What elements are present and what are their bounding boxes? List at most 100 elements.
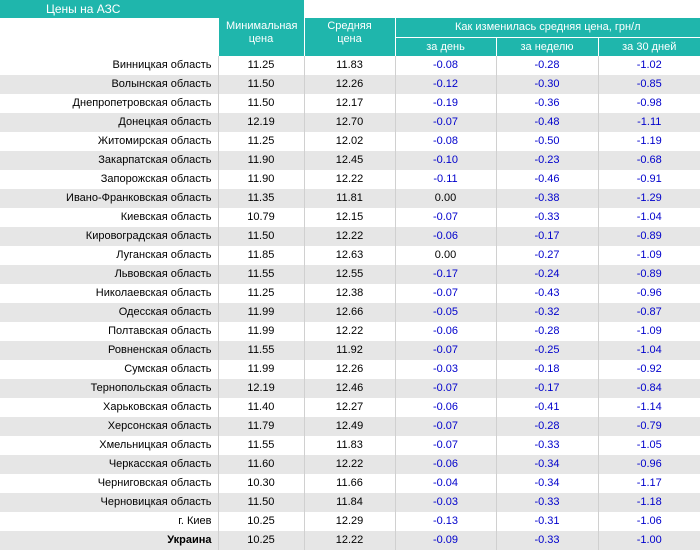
min-price-cell: 11.85	[217, 246, 305, 265]
avg-price-cell: 11.83	[303, 436, 396, 455]
region-cell: Хмельницкая область	[99, 439, 212, 451]
region-cell: Волынская область	[0, 75, 218, 94]
week-change-cell: -0.33	[495, 436, 599, 455]
month-change-cell: -1.11	[597, 113, 700, 132]
month-change-cell: -0.84	[597, 379, 700, 398]
month-change-cell: -1.09	[597, 322, 700, 341]
week-change-cell: -0.34	[495, 474, 599, 493]
day-change-cell: -0.09	[394, 531, 497, 550]
month-change-cell: -0.89	[597, 227, 700, 246]
min-price-cell: 10.25	[217, 512, 305, 531]
min-price-cell: 12.19	[217, 379, 305, 398]
min-price-cell: 10.25	[217, 531, 305, 550]
week-change-cell: -0.50	[495, 132, 599, 151]
region-cell: Львовская область	[0, 265, 218, 284]
month-change-cell: -1.19	[597, 132, 700, 151]
day-change-cell: -0.07	[394, 341, 497, 360]
week-change-cell: -0.24	[495, 265, 599, 284]
total-row: Украина 10.25 12.22 -0.09 -0.33 -1.00	[0, 531, 700, 550]
avg-price-cell: 11.83	[303, 56, 396, 75]
avg-price-cell: 12.29	[303, 512, 396, 531]
month-change-cell: -0.96	[597, 455, 700, 474]
min-price-cell: 11.50	[217, 94, 305, 113]
table-row: Львовская область 11.55 12.55 -0.17 -0.24 -0.…	[0, 265, 700, 284]
min-price-cell: 11.50	[217, 75, 305, 94]
month-change-cell: -0.85	[597, 75, 700, 94]
day-change-cell: -0.03	[394, 493, 497, 512]
table-row: г. Киев 10.25 12.29 -0.13 -0.31 -1.06	[0, 512, 700, 531]
region-cell: Харьковская область	[103, 401, 212, 413]
table-row: Днепропетровская область 11.50 12.17 -0.19-…	[0, 94, 700, 113]
min-price-cell: 11.25	[217, 132, 305, 151]
day-change-cell: -0.06	[394, 322, 497, 341]
day-change-cell: -0.08	[394, 132, 497, 151]
day-change-cell: -0.12	[394, 75, 497, 94]
day-change-cell: -0.07	[394, 436, 497, 455]
day-change-cell: -0.07	[394, 113, 497, 132]
region-cell: Запорожская область	[100, 173, 212, 185]
week-change-cell: -0.36	[495, 94, 599, 113]
avg-price-cell: 12.22	[303, 170, 396, 189]
min-price-cell: 11.40	[217, 398, 305, 417]
day-change-cell: -0.06	[394, 398, 497, 417]
day-change-cell: -0.04	[394, 474, 497, 493]
month-change-cell: -1.02	[597, 56, 700, 75]
avg-price-cell: 12.70	[303, 113, 396, 132]
week-change-cell: -0.23	[495, 151, 599, 170]
min-price-cell: 11.55	[217, 436, 305, 455]
month-change-cell: -0.79	[597, 417, 700, 436]
region-cell: Николаевская область	[95, 287, 212, 299]
day-change-cell: -0.08	[394, 56, 497, 75]
avg-price-cell: 12.22	[303, 455, 396, 474]
region-cell: Житомирская область	[97, 135, 212, 147]
week-change-cell: -0.33	[495, 493, 599, 512]
avg-price-header: Средняя цена	[303, 18, 396, 56]
table-row: Полтавская область 11.99 12.22 -0.06 -0.28 -1…	[0, 322, 700, 341]
region-cell: Тернопольская область	[0, 379, 218, 398]
day-change-cell: -0.05	[394, 303, 497, 322]
week-change-cell: -0.33	[495, 208, 599, 227]
per-week-header: за неделю	[495, 37, 599, 56]
min-price-cell: 11.99	[217, 303, 305, 322]
table-row: Черниговская область 10.30 11.66 -0.04 -0.34…	[0, 474, 700, 493]
region-cell: Ровненская область	[0, 341, 218, 360]
min-price-cell: 11.79	[217, 417, 305, 436]
region-cell: Киевская область	[120, 211, 212, 223]
day-change-cell: -0.03	[394, 360, 497, 379]
avg-price-cell: 12.22	[303, 227, 396, 246]
week-change-cell: -0.28	[495, 417, 599, 436]
month-change-cell: -1.18	[597, 493, 700, 512]
day-change-cell: 0.00	[394, 189, 497, 208]
table-row: Кировоградская область 11.50 12.22 -0.06 -0.…	[0, 227, 700, 246]
per-day-header: за день	[394, 37, 497, 56]
min-price-cell: 11.90	[217, 170, 305, 189]
region-cell: г. Киев	[178, 515, 212, 527]
day-change-cell: -0.11	[394, 170, 497, 189]
month-change-cell: -1.00	[597, 531, 700, 550]
week-change-cell: -0.17	[495, 227, 599, 246]
day-change-cell: -0.07	[394, 417, 497, 436]
avg-price-cell: 12.15	[303, 208, 396, 227]
table-body: Винницкая область 11.25 11.83 -0.08 -0.28 -1.…	[0, 56, 700, 550]
region-cell: Ивано-Франковская область	[0, 189, 218, 208]
avg-price-cell: 12.26	[303, 360, 396, 379]
region-cell: Одесская область	[0, 303, 218, 322]
avg-price-cell: 12.26	[303, 75, 396, 94]
table-row: Ивано-Франковская область 11.35 11.81 0.00-…	[0, 189, 700, 208]
avg-price-cell: 12.17	[303, 94, 396, 113]
region-cell: Черновицкая область	[0, 493, 218, 512]
day-change-cell: -0.10	[394, 151, 497, 170]
min-price-cell: 11.90	[217, 151, 305, 170]
week-change-cell: -0.38	[495, 189, 599, 208]
avg-price-cell: 12.38	[303, 284, 396, 303]
region-cell: Украина	[0, 531, 218, 550]
min-price-cell: 11.60	[217, 455, 305, 474]
month-change-cell: -1.14	[597, 398, 700, 417]
min-price-header: Минимальная цена	[217, 18, 305, 56]
day-change-cell: -0.07	[394, 284, 497, 303]
min-price-cell: 11.35	[217, 189, 305, 208]
region-cell: Закарпатская область	[0, 151, 218, 170]
week-change-cell: -0.43	[495, 284, 599, 303]
region-cell: Донецкая область	[0, 113, 218, 132]
